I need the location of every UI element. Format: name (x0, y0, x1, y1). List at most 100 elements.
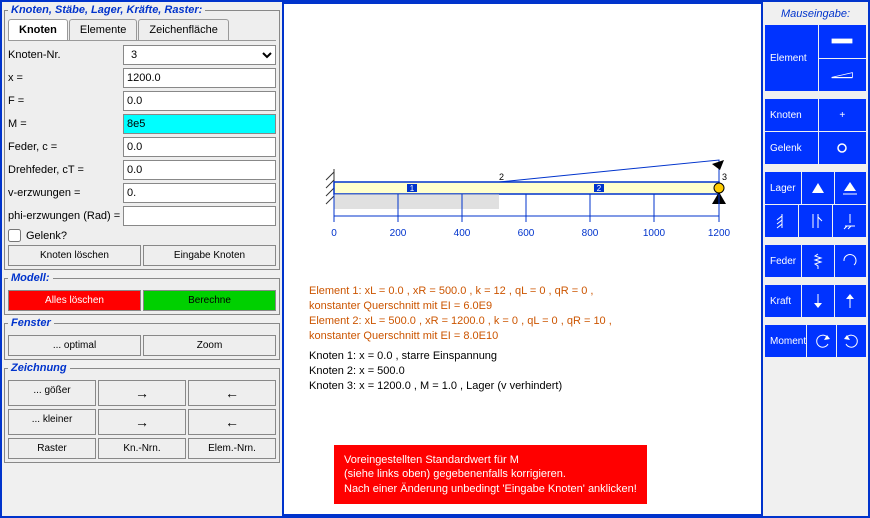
tool-lager-roller-icon[interactable] (835, 172, 866, 204)
btn-raster[interactable]: Raster (8, 438, 96, 459)
tab-zeichen[interactable]: Zeichenfläche (138, 19, 229, 40)
modell-fieldset: Modell: Alles löschen Berechne (4, 272, 280, 315)
tool-lager[interactable]: Lager (765, 172, 801, 204)
fenster-fieldset: Fenster ... optimal Zoom (4, 317, 280, 360)
inp-phi[interactable] (123, 206, 276, 226)
arrow-right-icon (135, 419, 149, 430)
lbl-gelenk: Gelenk? (26, 230, 67, 242)
btn-zoom[interactable]: Zoom (143, 335, 276, 356)
tool-lager-guide-icon[interactable] (833, 205, 866, 237)
inp-feder[interactable] (123, 137, 276, 157)
tool-kraft-up-icon[interactable] (835, 285, 866, 317)
tool-moment-ccw-icon[interactable] (807, 325, 836, 357)
btn-arrow-left[interactable] (188, 380, 276, 406)
mauseingabe-label: Mauseingabe: (765, 4, 866, 24)
arrow-right-icon (135, 390, 149, 401)
svg-text:3: 3 (722, 172, 727, 182)
info-el1b: konstanter Querschnitt mit EI = 6.0E9 (309, 299, 612, 314)
arrow-left-icon (225, 419, 239, 430)
fenster-legend: Fenster (8, 317, 54, 329)
lbl-dreh: Drehfeder, cT = (8, 164, 123, 176)
btn-eingabe-knoten[interactable]: Eingabe Knoten (143, 245, 276, 266)
tool-feder[interactable]: Feder (765, 245, 801, 277)
svg-text:0: 0 (331, 228, 337, 239)
warn-l2: (siehe links oben) gegebenenfalls korrig… (344, 467, 637, 481)
tab-elemente[interactable]: Elemente (69, 19, 137, 40)
warning-box: Voreingestellten Standardwert für M (sie… (334, 445, 647, 504)
lbl-feder: Feder, c = (8, 141, 123, 153)
btn-elem-nrn[interactable]: Elem.-Nrn. (188, 438, 276, 459)
info-kn1: Knoten 1: x = 0.0 , starre Einspannung (309, 349, 612, 364)
canvas-panel: 1 2 2 3 0 200 400 600 800 1000 1200 Element 1… (282, 2, 763, 516)
lbl-F: F = (8, 95, 123, 107)
main-legend: Knoten, Stäbe, Lager, Kräfte, Raster: (8, 4, 205, 16)
info-el2: Element 2: xL = 500.0 , xR = 1200.0 , k … (309, 314, 612, 329)
modell-legend: Modell: (8, 272, 53, 284)
tool-element[interactable]: Element (765, 25, 818, 91)
arrow-left-icon (225, 390, 239, 401)
svg-text:800: 800 (582, 228, 599, 239)
info-kn3: Knoten 3: x = 1200.0 , M = 1.0 , Lager (… (309, 379, 612, 394)
info-kn2: Knoten 2: x = 500.0 (309, 364, 612, 379)
btn-arrow-right2[interactable] (98, 409, 186, 435)
tool-gelenk-circle-icon[interactable] (819, 132, 867, 164)
btn-arrow-right[interactable] (98, 380, 186, 406)
tab-knoten[interactable]: Knoten (8, 19, 68, 40)
svg-text:2: 2 (597, 184, 602, 193)
tool-feder-spiral-icon[interactable] (835, 245, 866, 277)
zeichnung-legend: Zeichnung (8, 362, 70, 374)
btn-alles-loeschen[interactable]: Alles löschen (8, 290, 141, 311)
inp-F[interactable] (123, 91, 276, 111)
inp-dreh[interactable] (123, 160, 276, 180)
btn-arrow-left2[interactable] (188, 409, 276, 435)
tool-lager-pin-icon[interactable] (802, 172, 833, 204)
svg-text:400: 400 (454, 228, 471, 239)
lbl-phi: phi-erzwungen (Rad) = (8, 210, 123, 222)
btn-berechne[interactable]: Berechne (143, 290, 276, 311)
cb-gelenk[interactable] (8, 229, 21, 242)
btn-knoten-loeschen[interactable]: Knoten löschen (8, 245, 141, 266)
warn-l3: Nach einer Änderung unbedingt 'Eingabe K… (344, 482, 637, 496)
info-text: Element 1: xL = 0.0 , xR = 500.0 , k = 1… (309, 284, 612, 394)
zeichnung-fieldset: Zeichnung ... gößer ... kleiner Raster K… (4, 362, 280, 463)
tool-kraft-down-icon[interactable] (802, 285, 833, 317)
btn-goesser[interactable]: ... gößer (8, 380, 96, 406)
sel-knoten-nr[interactable]: 3 (123, 45, 276, 65)
lbl-M: M = (8, 118, 123, 130)
main-fieldset: Knoten, Stäbe, Lager, Kräfte, Raster: Kn… (4, 4, 280, 270)
lbl-verz: v-erzwungen = (8, 187, 123, 199)
inp-x[interactable] (123, 68, 276, 88)
svg-text:2: 2 (499, 172, 504, 182)
tool-lager-fixed-icon[interactable] (765, 205, 798, 237)
svg-text:1000: 1000 (643, 228, 666, 239)
tool-moment[interactable]: Moment (765, 325, 806, 357)
lbl-x: x = (8, 72, 123, 84)
tool-feder-spring-icon[interactable] (802, 245, 833, 277)
btn-optimal[interactable]: ... optimal (8, 335, 141, 356)
tool-element-rect-icon[interactable] (819, 25, 867, 58)
info-el1: Element 1: xL = 0.0 , xR = 500.0 , k = 1… (309, 284, 612, 299)
left-panel: Knoten, Stäbe, Lager, Kräfte, Raster: Kn… (2, 2, 282, 516)
svg-text:1200: 1200 (708, 228, 731, 239)
btn-kn-nrn[interactable]: Kn.-Nrn. (98, 438, 186, 459)
beam-diagram: 1 2 2 3 0 200 400 600 800 1000 1200 (304, 154, 744, 254)
svg-text:200: 200 (390, 228, 407, 239)
cb-gelenk-row: Gelenk? (8, 229, 276, 242)
inp-verz[interactable] (123, 183, 276, 203)
info-el2b: konstanter Querschnitt mit EI = 8.0E10 (309, 329, 612, 344)
right-panel: Mauseingabe: Element Knoten+ Gelenk Lage… (763, 2, 868, 516)
tool-kraft[interactable]: Kraft (765, 285, 801, 317)
tabs: Knoten Elemente Zeichenfläche (8, 19, 276, 41)
svg-text:1: 1 (410, 184, 415, 193)
tool-gelenk[interactable]: Gelenk (765, 132, 818, 164)
warn-l1: Voreingestellten Standardwert für M (344, 453, 637, 467)
svg-text:600: 600 (518, 228, 535, 239)
tool-lager-slide-icon[interactable] (799, 205, 832, 237)
lbl-knoten-nr: Knoten-Nr. (8, 49, 123, 61)
btn-kleiner[interactable]: ... kleiner (8, 409, 96, 435)
inp-M[interactable] (123, 114, 276, 134)
tool-element-trapez-icon[interactable] (819, 59, 867, 92)
tool-knoten-plus-icon[interactable]: + (819, 99, 867, 131)
tool-knoten[interactable]: Knoten (765, 99, 818, 131)
tool-moment-cw-icon[interactable] (837, 325, 866, 357)
